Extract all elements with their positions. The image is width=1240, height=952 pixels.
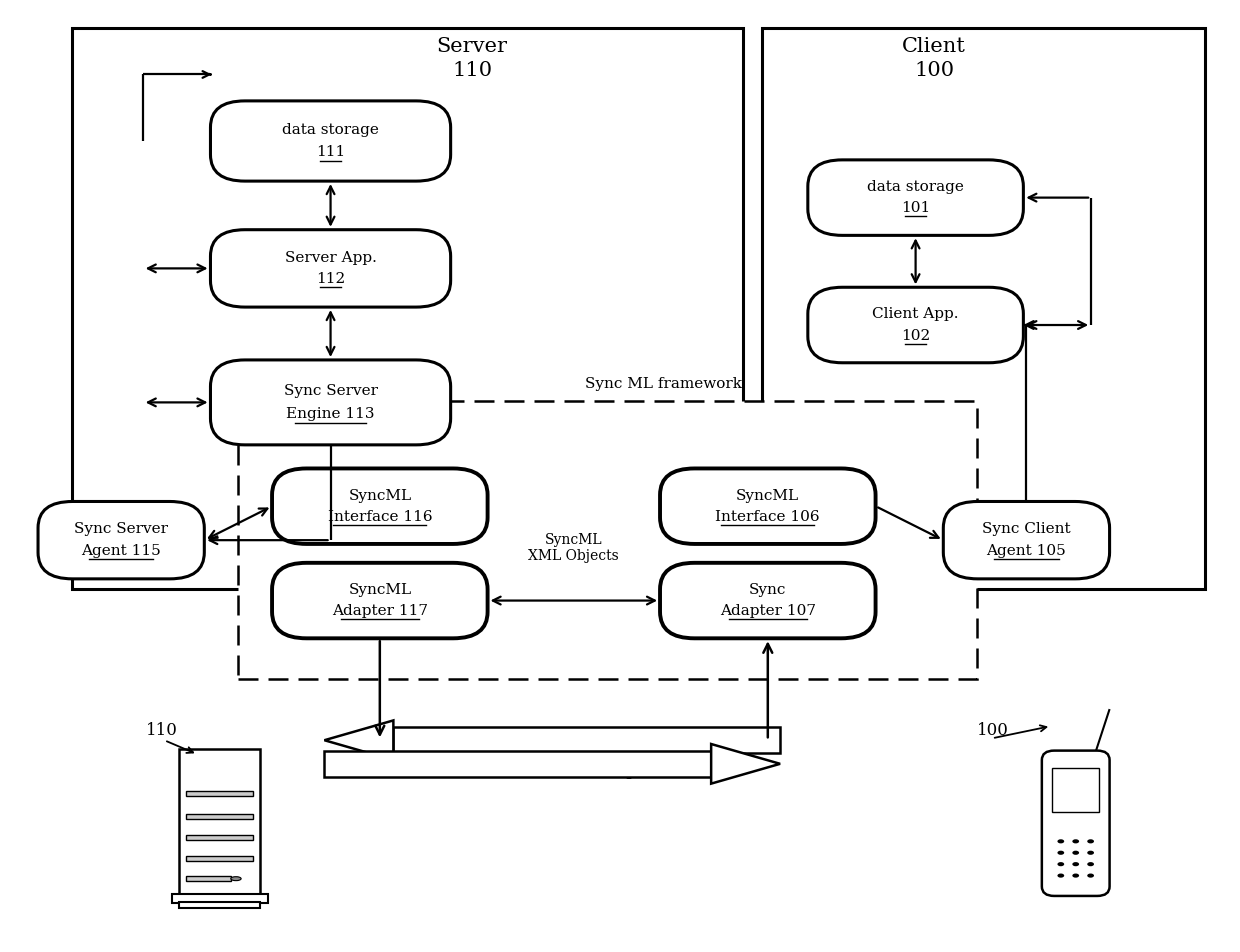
Ellipse shape [1073,840,1079,843]
FancyBboxPatch shape [807,288,1023,363]
Text: 100: 100 [977,723,1009,740]
FancyBboxPatch shape [38,502,205,579]
Text: Server App.: Server App. [285,250,377,265]
Text: 110: 110 [453,61,492,80]
FancyBboxPatch shape [211,360,450,445]
FancyBboxPatch shape [272,468,487,544]
Bar [325,750,712,777]
Text: Adapter 117: Adapter 117 [332,605,428,618]
Ellipse shape [1087,863,1094,866]
Ellipse shape [1073,863,1079,866]
Text: Interface 106: Interface 106 [715,509,820,524]
Ellipse shape [1058,851,1064,855]
Ellipse shape [1087,874,1094,878]
Ellipse shape [1087,851,1094,855]
Polygon shape [325,721,393,760]
Bar [72,28,743,589]
Ellipse shape [1073,851,1079,855]
Text: data storage: data storage [867,180,963,194]
Text: SyncML: SyncML [737,488,800,503]
Ellipse shape [1073,874,1079,878]
FancyBboxPatch shape [944,502,1110,579]
FancyBboxPatch shape [211,101,450,181]
Text: Agent 115: Agent 115 [82,544,161,558]
Text: Sync Server: Sync Server [74,523,169,536]
Bar [186,791,253,796]
Text: Sync ML framework: Sync ML framework [584,377,742,391]
Ellipse shape [1087,840,1094,843]
Text: 101: 101 [901,201,930,215]
Text: XML Objects: XML Objects [528,549,619,564]
Bar [186,856,253,861]
Bar [186,876,231,882]
Text: Sync Server: Sync Server [284,384,377,398]
Text: Interface 116: Interface 116 [327,509,432,524]
Text: Sync: Sync [749,583,786,597]
Text: SyncML: SyncML [348,583,412,597]
Text: Adapter 107: Adapter 107 [719,605,816,618]
Bar [186,814,253,820]
Text: Sync Client: Sync Client [982,523,1071,536]
Bar [1052,768,1100,812]
Bar [761,28,1205,589]
Polygon shape [712,744,780,783]
Bar [186,835,253,840]
Text: Client: Client [903,37,966,56]
Text: data storage: data storage [283,123,379,137]
Text: SyncML: SyncML [348,488,412,503]
FancyBboxPatch shape [272,563,487,638]
Ellipse shape [1058,863,1064,866]
FancyBboxPatch shape [807,160,1023,235]
Text: 102: 102 [901,328,930,343]
Text: Transport: Transport [575,762,665,780]
Text: 110: 110 [146,723,177,740]
Text: 111: 111 [316,146,345,159]
Text: 100: 100 [914,61,954,80]
FancyBboxPatch shape [1042,750,1110,896]
Ellipse shape [1058,874,1064,878]
Bar [238,401,977,679]
FancyBboxPatch shape [660,468,875,544]
Ellipse shape [231,877,241,881]
FancyBboxPatch shape [211,229,450,307]
Text: Engine 113: Engine 113 [286,407,374,422]
Text: Agent 105: Agent 105 [987,544,1066,558]
Text: Client App.: Client App. [873,307,959,322]
Bar [179,748,260,896]
Ellipse shape [1058,840,1064,843]
Text: Server: Server [436,37,507,56]
Bar [171,894,268,902]
Bar [179,902,260,908]
FancyBboxPatch shape [660,563,875,638]
Text: SyncML: SyncML [544,533,601,547]
Bar [393,727,780,753]
Text: 112: 112 [316,272,345,287]
